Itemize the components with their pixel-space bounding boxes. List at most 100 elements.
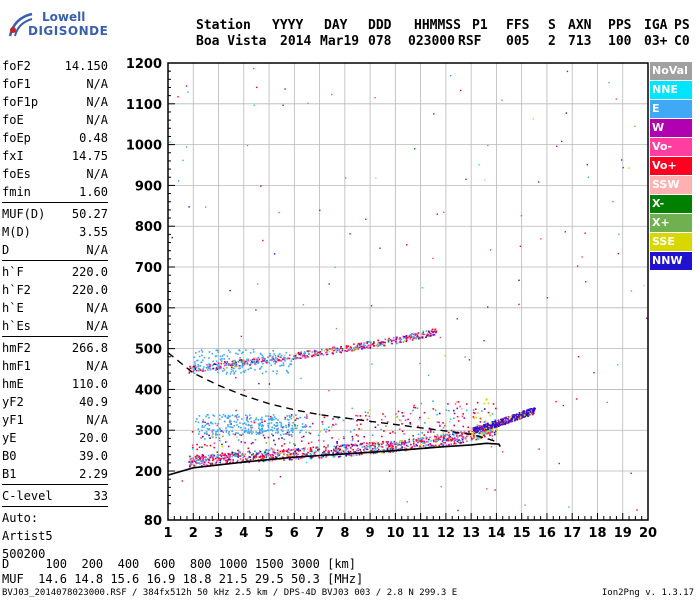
echo-dot (276, 449, 279, 452)
echo-dot (367, 341, 369, 343)
echo-dot (206, 423, 208, 425)
param-row: D N/A (2, 241, 108, 259)
echo-dot (239, 365, 242, 367)
echo-dot (288, 419, 290, 421)
echo-dot (256, 359, 258, 362)
echo-dot (520, 415, 523, 418)
echo-dot (209, 368, 212, 370)
echo-dot (310, 450, 313, 452)
echo-dot (347, 452, 350, 454)
param-value: N/A (86, 77, 108, 91)
echo-dot (288, 441, 291, 444)
echo-dot (440, 434, 442, 437)
echo-dot (401, 430, 404, 432)
echo-dot (461, 408, 463, 410)
echo-dot (357, 447, 359, 450)
echo-dot (280, 426, 283, 428)
echo-dot (485, 430, 487, 433)
echo-dot (219, 430, 222, 433)
echo-dot (321, 452, 324, 455)
echo-dot (358, 345, 361, 347)
echo-dot (427, 417, 430, 420)
param-row: fmin 1.60 (2, 183, 108, 201)
echo-dot (232, 359, 234, 362)
echo-dot (219, 439, 221, 442)
param-label: 500200 (2, 547, 46, 561)
echo-dot (241, 359, 243, 362)
echo-dot (303, 449, 305, 452)
echo-dot (296, 425, 299, 427)
echo-dot (228, 363, 231, 365)
header-label-6: FFS (506, 18, 530, 33)
echo-dot (449, 436, 451, 438)
echo-dot (219, 355, 222, 358)
echo-dot (236, 419, 239, 421)
header-label-4: HHMMSS (414, 18, 461, 33)
echo-dot (429, 436, 431, 439)
echo-dot (198, 430, 201, 433)
echo-dot (250, 433, 253, 435)
echo-dot (247, 424, 249, 427)
echo-dot (300, 351, 302, 353)
echo-dot (238, 359, 241, 361)
echo-dot (193, 460, 196, 463)
echo-dot (527, 409, 529, 412)
echo-dot (401, 440, 403, 442)
echo-dot (432, 431, 435, 433)
echo-dot (195, 352, 197, 354)
echo-dot (229, 454, 231, 457)
echo-dot (510, 419, 512, 421)
echo-dot (281, 437, 283, 439)
echo-dot (430, 431, 432, 433)
echo-dot (456, 318, 458, 320)
echo-dot (233, 367, 235, 370)
echo-dot (371, 434, 374, 436)
echo-dot (290, 363, 293, 366)
echo-dot (236, 455, 238, 458)
echo-dot (289, 449, 291, 452)
echo-dot (217, 349, 219, 352)
echo-dot (349, 431, 352, 433)
echo-dot (243, 455, 246, 458)
echo-dot (371, 448, 374, 450)
echo-dot (283, 443, 286, 445)
echo-dot (283, 459, 285, 461)
echo-dot (475, 416, 478, 419)
x-tick-label: 16 (538, 526, 556, 541)
echo-dot (366, 448, 369, 451)
echo-dot (479, 437, 482, 440)
echo-dot (328, 451, 330, 454)
echo-dot (444, 355, 446, 357)
echo-dot (562, 404, 565, 407)
echo-dot (215, 458, 218, 461)
echo-dot (278, 211, 280, 214)
echo-dot (338, 455, 341, 458)
echo-dot (249, 452, 251, 454)
echo-dot (453, 442, 455, 445)
echo-dot (222, 370, 224, 372)
echo-dot (276, 422, 279, 424)
echo-dot (216, 429, 219, 431)
echo-dot (327, 348, 329, 350)
echo-dot (459, 442, 461, 444)
echo-dot (235, 361, 237, 364)
echo-dot (244, 453, 247, 456)
echo-dot (324, 453, 327, 456)
echo-dot (439, 424, 441, 426)
echo-dot (331, 93, 333, 96)
echo-dot (257, 357, 260, 360)
echo-dot (336, 441, 338, 443)
echo-dot (305, 425, 308, 428)
echo-dot (382, 441, 384, 443)
echo-dot (404, 441, 406, 443)
logo-text-top: Lowell (42, 10, 86, 24)
echo-dot (278, 353, 281, 355)
echo-dot (270, 422, 273, 424)
echo-dot (288, 433, 290, 436)
echo-dot (242, 456, 244, 459)
echo-dot (507, 418, 510, 420)
echo-dot (225, 429, 228, 432)
echo-dot (444, 435, 446, 437)
echo-dot (265, 362, 268, 364)
echo-dot (301, 355, 304, 358)
